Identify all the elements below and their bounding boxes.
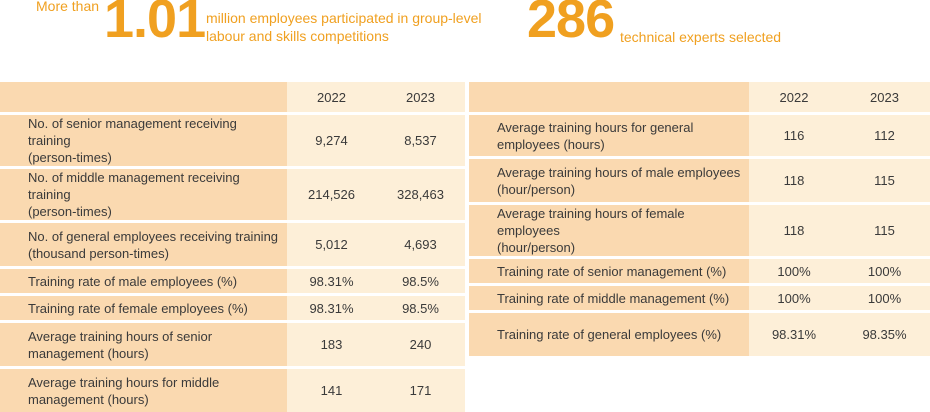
row-label: Training rate of male employees (%) xyxy=(0,266,287,293)
table-row: Average training hours for middle managem… xyxy=(0,366,465,412)
highlight-experts-number: 286 xyxy=(527,0,615,49)
row-label-line1: Average training hours of female employe… xyxy=(497,206,685,238)
row-label: Average training hours of female employe… xyxy=(469,202,749,256)
header-year-2022: 2022 xyxy=(287,82,376,112)
value-2023: 240 xyxy=(376,320,465,366)
table-row: Training rate of senior management (%) 1… xyxy=(469,256,930,283)
value-2023: 4,693 xyxy=(376,220,465,266)
value-2023: 98.5% xyxy=(376,266,465,293)
header-year-2022: 2022 xyxy=(749,82,839,112)
value-2022: 100% xyxy=(749,256,839,283)
row-label-line1: No. of general employees receiving train… xyxy=(28,228,279,244)
table-row: Average training hours of male employees… xyxy=(469,156,930,202)
highlight-employee-text-line2: labour and skills competitions xyxy=(206,28,389,44)
row-label: Average training hours for general employ… xyxy=(469,112,749,156)
value-2023: 115 xyxy=(839,156,930,202)
value-2023: 98.5% xyxy=(376,293,465,320)
row-label-line2: (hour/person) xyxy=(497,240,576,255)
header-year-2023: 2023 xyxy=(376,82,465,112)
row-label-line2: (person-times) xyxy=(28,150,112,165)
value-2023: 100% xyxy=(839,283,930,310)
row-label-line2: management (hours) xyxy=(28,391,149,407)
row-label: No. of general employees receiving train… xyxy=(0,220,287,266)
value-2022: 118 xyxy=(749,156,839,202)
left-training-table: 2022 2023 No. of senior management recei… xyxy=(0,82,465,412)
table-row: Average training hours for general employ… xyxy=(469,112,930,156)
row-label: Average training hours for middle managem… xyxy=(0,366,287,412)
value-2022: 100% xyxy=(749,283,839,310)
highlight-employee-text-line1: million employees participated in group-… xyxy=(206,10,482,26)
value-2022: 141 xyxy=(287,366,376,412)
row-label: Average training hours of senior manageme… xyxy=(0,320,287,366)
row-label-line1: Average training hours of male employees xyxy=(497,164,741,180)
value-2023: 112 xyxy=(839,112,930,156)
value-2022: 214,526 xyxy=(287,166,376,220)
value-2022: 9,274 xyxy=(287,112,376,166)
table-row: Training rate of middle management (%) 1… xyxy=(469,283,930,310)
table-row: Training rate of male employees (%) 98.3… xyxy=(0,266,465,293)
value-2022: 183 xyxy=(287,320,376,366)
value-2023: 100% xyxy=(839,256,930,283)
row-label: Training rate of female employees (%) xyxy=(0,293,287,320)
value-2023: 171 xyxy=(376,366,465,412)
row-label: Training rate of middle management (%) xyxy=(469,283,749,310)
table-row: Average training hours of female employe… xyxy=(469,202,930,256)
table-row: No. of general employees receiving train… xyxy=(0,220,465,266)
table-row: Training rate of general employees (%) 9… xyxy=(469,310,930,356)
value-2022: 116 xyxy=(749,112,839,156)
value-2023: 115 xyxy=(839,202,930,256)
header-blank xyxy=(0,82,287,112)
header-year-2023: 2023 xyxy=(839,82,930,112)
value-2022: 118 xyxy=(749,202,839,256)
highlight-employee-number: 1.01 xyxy=(104,0,206,49)
row-label: No. of senior management receiving train… xyxy=(0,112,287,166)
table-row: Average training hours of senior manageme… xyxy=(0,320,465,366)
table-row: No. of middle management receiving train… xyxy=(0,166,465,220)
row-label-line1: No. of senior management receiving train… xyxy=(28,116,237,148)
table-row: Training rate of female employees (%) 98… xyxy=(0,293,465,320)
row-label-line2: (person-times) xyxy=(28,204,112,219)
highlight-employee-text: million employees participated in group-… xyxy=(206,9,481,45)
value-2023: 98.35% xyxy=(839,310,930,356)
value-2022: 98.31% xyxy=(749,310,839,356)
value-2022: 98.31% xyxy=(287,266,376,293)
value-2022: 98.31% xyxy=(287,293,376,320)
row-label: Training rate of senior management (%) xyxy=(469,256,749,283)
value-2022: 5,012 xyxy=(287,220,376,266)
highlight-experts-text: technical experts selected xyxy=(620,29,782,45)
row-label: Training rate of general employees (%) xyxy=(469,310,749,356)
row-label-line1: Average training hours of senior xyxy=(28,328,213,344)
table-header-row: 2022 2023 xyxy=(469,82,930,112)
value-2023: 8,537 xyxy=(376,112,465,166)
row-label-line1: Average training hours for general xyxy=(497,119,694,135)
highlight-prefix: More than xyxy=(36,0,100,14)
row-label-line1: No. of middle management receiving train… xyxy=(28,170,240,202)
table-header-row: 2022 2023 xyxy=(0,82,465,112)
header-blank xyxy=(469,82,749,112)
value-2023: 328,463 xyxy=(376,166,465,220)
row-label: No. of middle management receiving train… xyxy=(0,166,287,220)
row-label-line2: (thousand person-times) xyxy=(28,245,169,261)
row-label-line2: employees (hours) xyxy=(497,136,605,152)
right-training-table: 2022 2023 Average training hours for gen… xyxy=(469,82,930,356)
row-label: Average training hours of male employees… xyxy=(469,156,749,202)
row-label-line2: (hour/person) xyxy=(497,181,576,197)
table-row: No. of senior management receiving train… xyxy=(0,112,465,166)
row-label-line2: management (hours) xyxy=(28,345,149,361)
row-label-line1: Average training hours for middle xyxy=(28,374,220,390)
